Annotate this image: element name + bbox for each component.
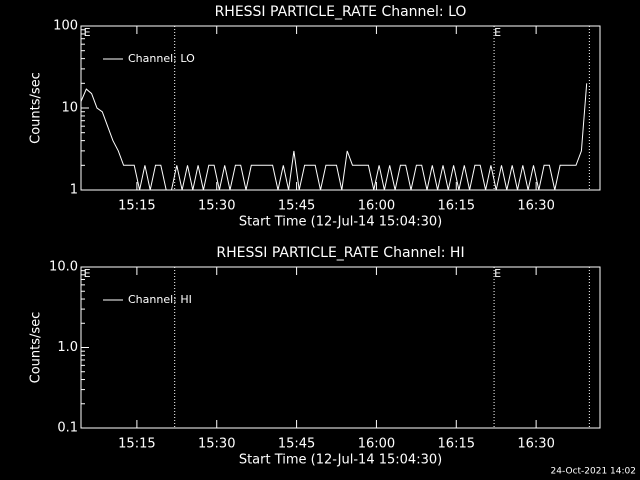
annotation: E xyxy=(494,26,501,39)
annotation: E xyxy=(494,267,501,280)
y-tick-label: 1.0 xyxy=(57,340,78,355)
legend-label: Channel: HI xyxy=(128,293,192,306)
y-tick-label: 0.1 xyxy=(57,421,78,436)
x-tick-label: 16:00 xyxy=(358,437,395,452)
y-tick-label: 10.0 xyxy=(49,260,78,275)
x-tick-label: 15:30 xyxy=(198,199,235,214)
series-line xyxy=(80,83,588,191)
annotation: E xyxy=(84,26,91,39)
x-tick-label: 16:00 xyxy=(358,199,395,214)
x-tick-label: 16:15 xyxy=(438,437,475,452)
y-tick-label: 100 xyxy=(53,19,78,34)
x-axis-label: Start Time (12-Jul-14 15:04:30) xyxy=(239,453,442,468)
x-axis-label: Start Time (12-Jul-14 15:04:30) xyxy=(239,215,442,230)
plot-frame xyxy=(80,266,601,429)
x-tick-label: 15:15 xyxy=(118,437,155,452)
y-tick-label: 10 xyxy=(61,101,78,116)
x-tick-label: 15:30 xyxy=(198,437,235,452)
y-axis-label: Counts/sec xyxy=(29,72,44,144)
legend-label: Channel: LO xyxy=(128,52,195,65)
x-tick-label: 16:30 xyxy=(517,199,554,214)
x-tick-label: 15:45 xyxy=(278,199,315,214)
x-tick-label: 16:15 xyxy=(438,199,475,214)
y-axis-label: Counts/sec xyxy=(29,312,44,384)
chart-title: RHESSI PARTICLE_RATE Channel: HI xyxy=(216,245,464,261)
x-tick-label: 15:15 xyxy=(118,199,155,214)
chart-title: RHESSI PARTICLE_RATE Channel: LO xyxy=(215,4,467,20)
x-tick-label: 16:30 xyxy=(517,437,554,452)
annotation: E xyxy=(84,267,91,280)
x-tick-label: 15:45 xyxy=(278,437,315,452)
y-tick-label: 1 xyxy=(70,183,78,198)
footer: 24-Oct-2021 14:02 xyxy=(551,467,636,477)
